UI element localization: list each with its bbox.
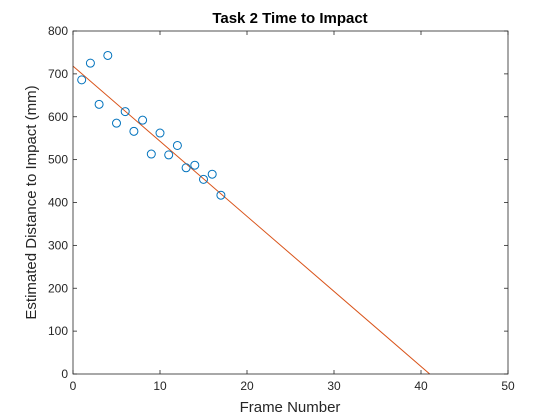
y-tick-label: 0 — [61, 367, 68, 381]
y-axis: 0 100 200 300 400 500 600 700 800 — [48, 24, 508, 381]
data-points-layer — [77, 50, 226, 200]
x-tick-label: 20 — [240, 379, 254, 393]
x-tick-label: 0 — [70, 379, 77, 393]
y-tick-label: 700 — [48, 67, 68, 81]
data-point — [94, 99, 104, 109]
data-point — [190, 160, 200, 170]
fit-line-layer — [72, 65, 431, 375]
data-point — [155, 128, 165, 138]
x-tick-label: 30 — [327, 379, 341, 393]
y-tick-label: 300 — [48, 238, 68, 252]
y-tick-label: 400 — [48, 196, 68, 210]
y-tick-label: 500 — [48, 153, 68, 167]
y-tick-label: 600 — [48, 110, 68, 124]
data-point — [199, 174, 208, 184]
y-axis-label: Estimated Distance to Impact (mm) — [23, 85, 40, 319]
x-tick-label: 40 — [414, 379, 428, 393]
data-point — [181, 163, 191, 173]
data-point — [138, 115, 148, 125]
data-point — [164, 150, 174, 160]
x-tick-label: 10 — [153, 379, 167, 393]
data-point — [85, 58, 95, 68]
data-point — [103, 50, 113, 60]
data-point — [129, 126, 139, 136]
data-point — [77, 75, 87, 85]
fit-line — [72, 65, 431, 375]
y-tick-label: 200 — [48, 281, 68, 295]
plot-background — [73, 31, 508, 374]
x-axis-label: Frame Number — [240, 399, 341, 416]
x-tick-label: 50 — [501, 379, 515, 393]
x-axis: 0 10 20 30 40 50 — [70, 31, 515, 393]
data-point — [120, 107, 130, 117]
chart-title: Task 2 Time to Impact — [212, 10, 367, 27]
y-tick-label: 800 — [48, 24, 68, 38]
data-point — [172, 140, 182, 150]
data-point — [112, 118, 121, 128]
y-tick-label: 100 — [48, 324, 68, 338]
data-point — [146, 149, 156, 159]
data-point — [216, 190, 226, 200]
data-point — [207, 169, 217, 179]
